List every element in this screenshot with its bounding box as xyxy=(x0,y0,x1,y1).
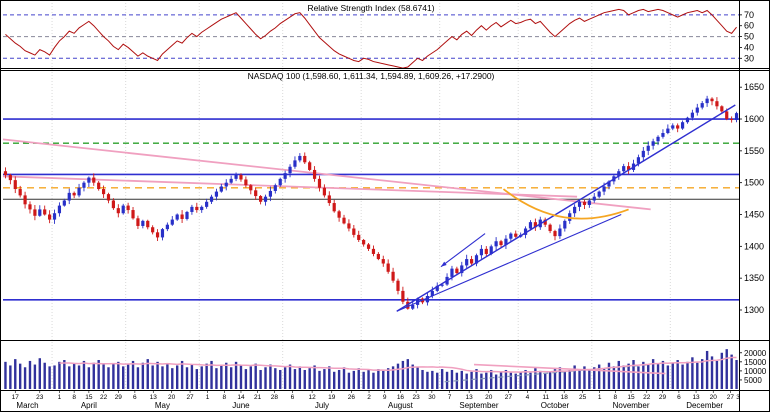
week-tick-label: 22 xyxy=(643,394,651,401)
week-tick-label: 23 xyxy=(36,394,44,401)
week-tick-label: 9 xyxy=(383,394,387,401)
y-tick-label: 70 xyxy=(744,10,754,20)
month-label: June xyxy=(232,401,250,410)
rsi-threshold-lines xyxy=(3,14,739,59)
y-tick-label: 30 xyxy=(744,53,754,63)
week-tick-label: 18 xyxy=(561,394,569,401)
month-label: October xyxy=(541,401,570,410)
week-tick-label: 12 xyxy=(309,394,317,401)
month-label: July xyxy=(315,401,329,410)
month-gridlines xyxy=(51,3,671,390)
y-tick-label: 60 xyxy=(744,21,754,31)
month-labels: March April May June July August September Octo… xyxy=(16,401,723,410)
rsi-line xyxy=(5,8,737,69)
week-tick-label: 8 xyxy=(222,394,226,401)
week-tick-label: 8 xyxy=(72,394,76,401)
week-tick-label: 6 xyxy=(133,394,137,401)
candlesticks xyxy=(3,95,739,311)
volume-bars xyxy=(4,349,738,389)
week-tick-label: 26 xyxy=(348,394,356,401)
week-tick-label: 14 xyxy=(237,394,245,401)
arrowhead-icon xyxy=(440,261,447,267)
price-support-resistance-lines xyxy=(3,118,739,301)
week-tick-label: 21 xyxy=(254,394,262,401)
price-trendlines-pink xyxy=(2,138,651,211)
y-tick-label: 5000 xyxy=(744,376,762,385)
y-tick-label: 1650 xyxy=(744,82,764,92)
week-tick-label: 15 xyxy=(627,394,635,401)
week-tick-label: 25 xyxy=(579,394,587,401)
week-tick-label: 27 xyxy=(186,394,194,401)
week-tick-label: 27 xyxy=(727,394,735,401)
week-tick-label: 6 xyxy=(677,394,681,401)
week-tick-label: 3 xyxy=(736,394,740,401)
week-tick-label: 1 xyxy=(58,394,62,401)
week-tick-label: 1 xyxy=(206,394,210,401)
y-tick-label: 1300 xyxy=(744,305,764,315)
week-tick-label: 2 xyxy=(367,394,371,401)
price-curve-orange xyxy=(502,188,629,220)
week-tick-label: 17 xyxy=(12,394,20,401)
week-tick-label: 28 xyxy=(271,394,279,401)
month-label: September xyxy=(459,401,498,410)
week-tick-label: 27 xyxy=(505,394,513,401)
week-tick-label: 16 xyxy=(397,394,405,401)
week-tick-label: 13 xyxy=(466,394,474,401)
week-tick-label: 20 xyxy=(485,394,493,401)
y-tick-label: 1500 xyxy=(744,178,764,188)
week-tick-label: 6 xyxy=(291,394,295,401)
month-label: April xyxy=(81,401,97,410)
week-tick-labels: 17 23 1 8 15 22 29 6 13 20 27 1 8 14 21 28 6 12 19 26 2 9 16 23… xyxy=(12,390,740,401)
y-tick-label: 40 xyxy=(744,42,754,52)
week-tick-label: 20 xyxy=(710,394,718,401)
week-tick-label: 22 xyxy=(100,394,108,401)
month-label: May xyxy=(155,401,170,410)
volume-moving-average xyxy=(59,356,737,373)
week-tick-label: 13 xyxy=(692,394,700,401)
week-tick-label: 19 xyxy=(328,394,336,401)
y-tick-label: 1400 xyxy=(744,241,764,251)
y-tick-label: 1600 xyxy=(744,114,764,124)
y-tick-label: 1450 xyxy=(744,210,764,220)
week-tick-label: 4 xyxy=(526,394,530,401)
week-tick-label: 1 xyxy=(598,394,602,401)
week-tick-label: 23 xyxy=(413,394,421,401)
rsi-panel-title: Relative Strength Index (58.6741) xyxy=(307,3,435,13)
week-tick-label: 29 xyxy=(115,394,123,401)
week-tick-label: 29 xyxy=(659,394,667,401)
y-tick-label: 1550 xyxy=(744,146,764,156)
month-label: March xyxy=(16,401,38,410)
week-tick-label: 13 xyxy=(150,394,158,401)
month-label: November xyxy=(613,401,650,410)
y-tick-label: 1350 xyxy=(744,273,764,283)
y-tick-label: 15000 xyxy=(744,358,767,367)
y-tick-label: 50 xyxy=(744,32,754,42)
y-tick-label: 10000 xyxy=(744,367,767,376)
price-panel-title: NASDAQ 100 (1,598.60, 1,611.34, 1,594.89… xyxy=(247,71,495,81)
y-tick-label: 20000 xyxy=(744,349,767,358)
week-tick-label: 8 xyxy=(614,394,618,401)
price-trendlines-blue xyxy=(396,104,736,312)
week-tick-label: 7 xyxy=(448,394,452,401)
week-tick-label: 30 xyxy=(428,394,436,401)
month-label: December xyxy=(686,401,723,410)
week-tick-label: 15 xyxy=(85,394,93,401)
week-tick-label: 20 xyxy=(168,394,176,401)
month-label: August xyxy=(388,401,414,410)
week-tick-label: 11 xyxy=(542,394,549,401)
